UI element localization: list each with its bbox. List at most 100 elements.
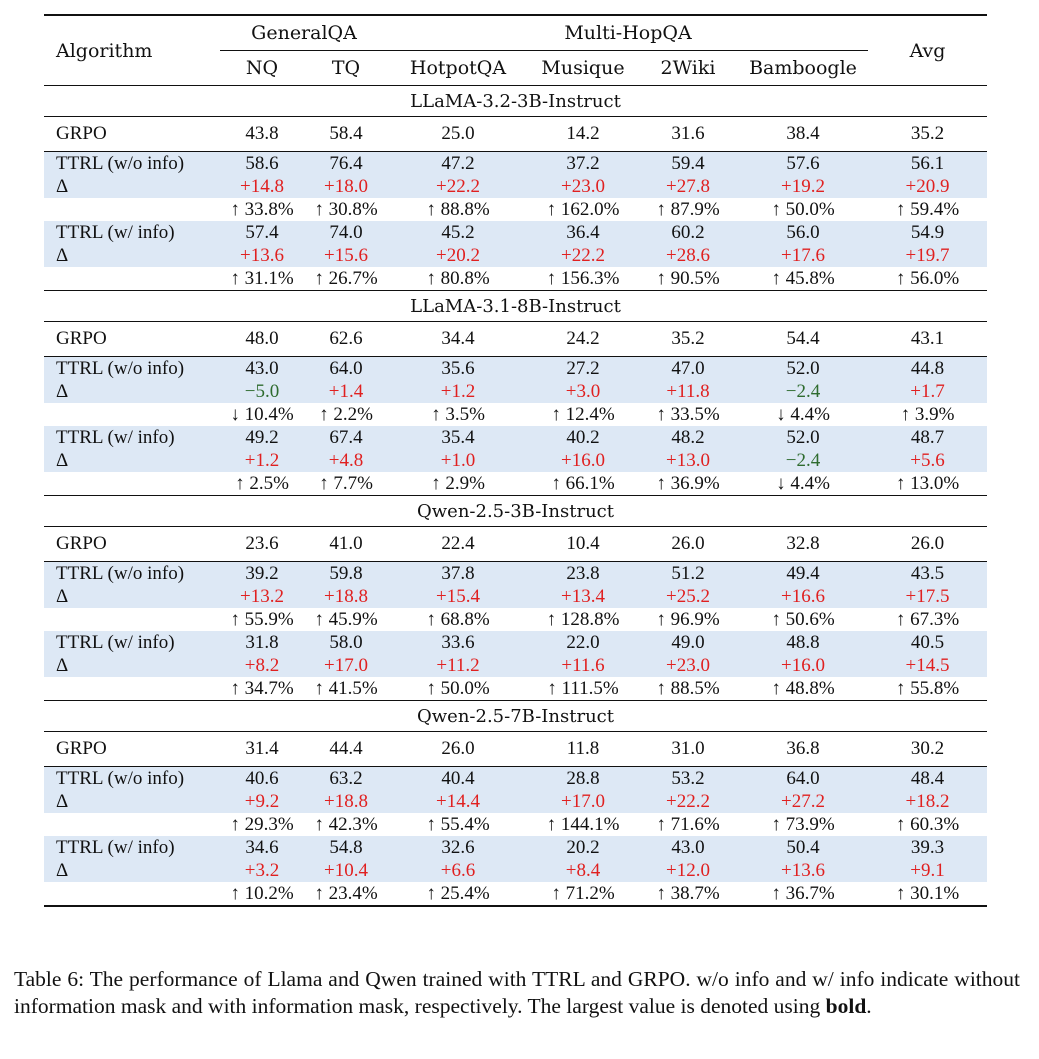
delta-value: +13.2 xyxy=(220,585,304,608)
delta-label: Δ xyxy=(44,790,220,813)
model-section-row: LLaMA-3.2-3B-Instruct xyxy=(44,86,987,117)
delta-value: +11.2 xyxy=(388,654,528,677)
delta-value: +14.8 xyxy=(220,175,304,198)
delta-value: +12.0 xyxy=(638,859,738,882)
grpo-value: 35.2 xyxy=(910,123,945,144)
delta-value: +8.2 xyxy=(220,654,304,677)
delta-value: +22.2 xyxy=(388,175,528,198)
percent-value: ↑ 45.9% xyxy=(304,608,388,631)
section-end-rule xyxy=(44,495,987,496)
percent-value: ↑ 25.4% xyxy=(388,882,528,906)
ttrl-value: 59.4 xyxy=(638,152,738,175)
percent-value: ↑ 71.6% xyxy=(638,813,738,836)
delta-label: Δ xyxy=(44,175,220,198)
column-header-musique: Musique xyxy=(541,57,625,79)
percent-value: ↑ 128.8% xyxy=(528,608,638,631)
percent-value: ↑ 2.9% xyxy=(388,472,528,496)
percent-label-empty xyxy=(44,608,220,631)
grpo-value: 43.1 xyxy=(910,328,945,349)
grpo-value: 36.8 xyxy=(786,738,820,759)
delta-value: +13.4 xyxy=(528,585,638,608)
delta-row: Δ −5.0 +1.4 +1.2 +3.0 +11.8 −2.4 +1.7 xyxy=(44,380,987,403)
ttrl-row: TTRL (w/o info) 43.0 64.0 35.6 27.2 47.0 52.0 4… xyxy=(44,357,987,380)
percent-value: ↑ 29.3% xyxy=(220,813,304,836)
section-rule xyxy=(44,321,987,322)
delta-value: +3.0 xyxy=(528,380,638,403)
percent-value: ↑ 50.0% xyxy=(388,677,528,701)
percent-value: ↑ 33.8% xyxy=(220,198,304,221)
percent-value: ↑ 55.9% xyxy=(220,608,304,631)
ttrl-value: 35.4 xyxy=(388,426,528,449)
block-rule xyxy=(44,356,987,357)
delta-value: +9.1 xyxy=(868,859,987,882)
delta-row: Δ +9.2 +18.8 +14.4 +17.0 +22.2 +27.2 +18.2 xyxy=(44,790,987,813)
ttrl-value: 40.4 xyxy=(388,767,528,790)
percent-value: ↑ 26.7% xyxy=(304,267,388,291)
delta-label: Δ xyxy=(44,449,220,472)
section-end-rule xyxy=(44,290,987,291)
ttrl-value: 44.8 xyxy=(868,357,987,380)
avg-header: Avg xyxy=(909,39,946,62)
delta-value: +23.0 xyxy=(528,175,638,198)
delta-value: +28.6 xyxy=(638,244,738,267)
grpo-value: 10.4 xyxy=(566,533,600,554)
delta-value: +19.7 xyxy=(868,244,987,267)
ttrl-value: 48.4 xyxy=(868,767,987,790)
grpo-value: 11.8 xyxy=(566,738,600,759)
grpo-value: 34.4 xyxy=(441,328,475,349)
delta-value: +14.5 xyxy=(868,654,987,677)
model-section-row: LLaMA-3.1-8B-Instruct xyxy=(44,291,987,322)
ttrl-label: TTRL (w/o info) xyxy=(44,357,220,380)
percent-value: ↑ 33.5% xyxy=(638,403,738,426)
delta-value: +16.6 xyxy=(738,585,868,608)
delta-value: −5.0 xyxy=(220,380,304,403)
ttrl-value: 43.0 xyxy=(220,357,304,380)
percent-value: ↑ 87.9% xyxy=(638,198,738,221)
percent-row: ↓ 10.4% ↑ 2.2% ↑ 3.5% ↑ 12.4% ↑ 33.5% ↓ 4.4% ↑… xyxy=(44,403,987,426)
ttrl-value: 49.2 xyxy=(220,426,304,449)
delta-value: +17.6 xyxy=(738,244,868,267)
percent-label-empty xyxy=(44,677,220,701)
percent-value: ↑ 41.5% xyxy=(304,677,388,701)
ttrl-value: 37.2 xyxy=(528,152,638,175)
ttrl-value: 22.0 xyxy=(528,631,638,654)
ttrl-value: 43.5 xyxy=(868,562,987,585)
ttrl-value: 64.0 xyxy=(738,767,868,790)
general-qa-header: GeneralQA xyxy=(220,16,388,51)
delta-value: −2.4 xyxy=(738,380,868,403)
delta-value: +19.2 xyxy=(738,175,868,198)
caption-suffix: . xyxy=(866,994,872,1018)
ttrl-value: 34.6 xyxy=(220,836,304,859)
percent-value: ↑ 111.5% xyxy=(528,677,638,701)
ttrl-value: 56.0 xyxy=(738,221,868,244)
percent-label-empty xyxy=(44,267,220,291)
grpo-value: 41.0 xyxy=(329,533,363,554)
percent-row: ↑ 10.2% ↑ 23.4% ↑ 25.4% ↑ 71.2% ↑ 38.7% ↑ 36.… xyxy=(44,882,987,906)
percent-value: ↑ 38.7% xyxy=(638,882,738,906)
ttrl-value: 58.6 xyxy=(220,152,304,175)
percent-value: ↑ 55.4% xyxy=(388,813,528,836)
percent-value: ↑ 10.2% xyxy=(220,882,304,906)
ttrl-value: 47.0 xyxy=(638,357,738,380)
percent-value: ↑ 96.9% xyxy=(638,608,738,631)
table-caption: Table 6: The performance of Llama and Qw… xyxy=(14,966,1020,1020)
percent-value: ↑ 2.5% xyxy=(220,472,304,496)
ttrl-value: 48.2 xyxy=(638,426,738,449)
ttrl-value: 56.1 xyxy=(868,152,987,175)
section-rule xyxy=(44,731,987,732)
ttrl-value: 63.2 xyxy=(304,767,388,790)
delta-row: Δ +8.2 +17.0 +11.2 +11.6 +23.0 +16.0 +14.5 xyxy=(44,654,987,677)
ttrl-value: 23.8 xyxy=(528,562,638,585)
grpo-value: 62.6 xyxy=(329,328,363,349)
ttrl-label: TTRL (w/ info) xyxy=(44,221,220,244)
percent-value: ↑ 3.5% xyxy=(388,403,528,426)
results-table: Algorithm GeneralQA Multi-HopQA Avg NQ TQ… xyxy=(44,14,987,908)
delta-value: +17.0 xyxy=(528,790,638,813)
percent-value: ↑ 67.3% xyxy=(868,608,987,631)
column-header-bamboogle: Bamboogle xyxy=(749,57,857,79)
percent-value: ↑ 59.4% xyxy=(868,198,987,221)
delta-value: +15.6 xyxy=(304,244,388,267)
ttrl-value: 53.2 xyxy=(638,767,738,790)
ttrl-value: 40.6 xyxy=(220,767,304,790)
grpo-value: 58.4 xyxy=(329,123,363,144)
